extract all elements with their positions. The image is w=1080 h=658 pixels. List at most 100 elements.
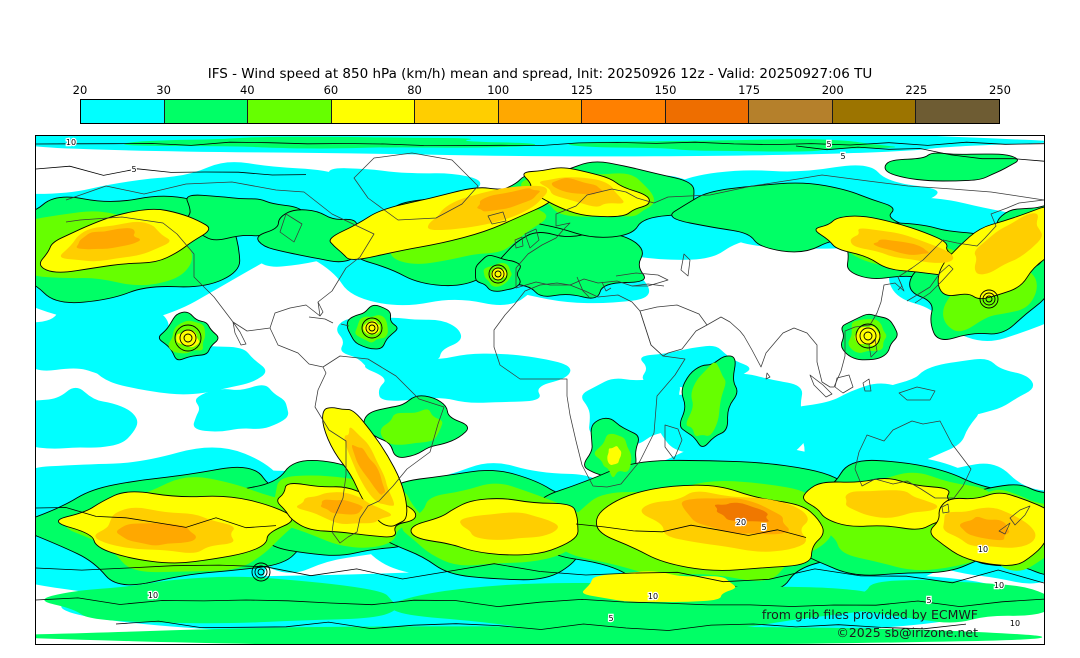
cyclone-contour [985,295,993,303]
coastline [308,316,334,324]
coastline [493,282,686,488]
wind-speed-region [714,502,769,522]
contour-label: 5 [131,165,136,174]
attribution-source: from grib files provided by ECMWF [761,607,978,622]
coastline [524,228,540,249]
cyclone-contour [982,292,996,306]
colorbar [80,99,1000,124]
colorbar-tick: 20 [72,83,88,97]
coastline [340,323,350,327]
colorbar-tick: 60 [323,83,339,97]
wind-speed-region [36,387,138,449]
colorbar-segment [916,100,1000,123]
cyclone-contour [855,323,881,349]
coastline [615,272,669,287]
cyclone-contour [859,327,877,345]
coastline [862,378,872,392]
spread-contour [795,145,1044,162]
colorbar-segment [498,100,583,123]
colorbar-tick: 40 [239,83,255,97]
contour-label: 10 [148,591,158,600]
colorbar-tick: 30 [156,83,171,97]
contour-label: 5 [761,523,766,532]
coastline [809,374,833,398]
wind-speed-region [686,362,726,437]
cyclone-contour [491,267,505,281]
wind-speed-region [607,446,622,466]
spread-contour [575,523,807,538]
wind-speed-region [116,523,196,546]
colorbar-tick: 125 [570,83,593,97]
coastline [680,253,691,277]
wind-speed-region [873,239,929,255]
coastline [765,372,771,380]
cyclone-contour [361,317,383,339]
colorbar-tick: 225 [905,83,928,97]
colorbar-segment [582,100,666,123]
coastline [897,276,903,291]
wind-speed-region [365,353,571,403]
coastline [279,213,303,243]
wind-speed-region [36,626,1043,644]
wind-speed-region [846,579,1044,623]
colorbar-tick-labels: 20 30 40 60 80 100 125 150 175 200 225 250 [73,83,1011,97]
coastline [487,211,507,225]
coastline [664,424,683,460]
map-title: IFS - Wind speed at 850 hPa (km/h) mean … [207,66,873,82]
coastline [317,301,324,317]
cyclone-contour [257,568,265,576]
wind-speed-region [974,213,1042,275]
spread-contour [36,597,1044,608]
wind-speed-region [193,385,289,432]
coastline [1009,505,1031,526]
coastline [353,152,479,221]
wind-speed-region [320,499,363,515]
colorbar-segment [164,100,249,123]
colorbar-segment [415,100,499,123]
cyclone-contour [368,324,376,332]
wind-speed-region [44,576,397,624]
wind-speed-region [884,152,1018,182]
coastline [898,386,936,401]
contour-label: 10 [994,581,1004,590]
coastline [601,281,612,292]
coastline [868,338,878,358]
wind-speed-region [88,337,266,395]
coastline [232,321,247,346]
contour-label: 5 [840,152,845,161]
world-wind-map: 10 5 5 5 20 5 10 10 10 5 5 10 10 from grib files pro… [35,135,1045,645]
colorbar-segment [832,100,917,123]
cyclone-contour [365,321,379,335]
contour-label: 10 [978,545,988,554]
cyclone-contour [179,329,197,347]
cyclone-contour [488,264,508,284]
cyclone-contour [183,333,193,343]
wind-speed-region [380,409,443,445]
coastline [515,174,1044,269]
coastline [514,236,524,249]
contour-label: 10 [1010,619,1020,628]
colorbar-segment [331,100,416,123]
wind-speed-region [477,188,540,212]
coastline [269,327,324,368]
cyclone-contour [254,565,268,579]
colorbar-segment [81,100,165,123]
wind-speed-region [884,358,1034,424]
wind-speed-region [351,445,385,495]
wind-speed-region [959,516,1010,541]
attribution-copyright: ©2025 sb@irizone.net [836,625,978,640]
contour-label: 5 [926,596,931,605]
spread-contour [36,507,277,529]
colorbar-segment [248,100,332,123]
colorbar-tick: 175 [738,83,761,97]
coastline [834,374,854,394]
cyclone-contour [174,324,202,352]
cyclone-contour [863,331,873,341]
coastline [941,503,950,514]
colorbar-tick: 100 [487,83,510,97]
contour-label: 10 [66,138,76,147]
coastline [639,304,708,357]
contour-label: 10 [648,592,658,601]
spread-contour [36,141,1044,147]
